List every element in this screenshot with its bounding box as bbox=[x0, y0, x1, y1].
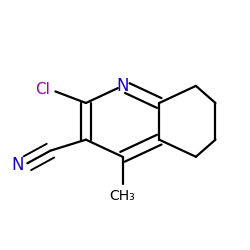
Text: N: N bbox=[11, 156, 24, 174]
Text: Cl: Cl bbox=[36, 82, 51, 97]
Text: N: N bbox=[116, 77, 129, 95]
Text: CH₃: CH₃ bbox=[110, 188, 136, 202]
